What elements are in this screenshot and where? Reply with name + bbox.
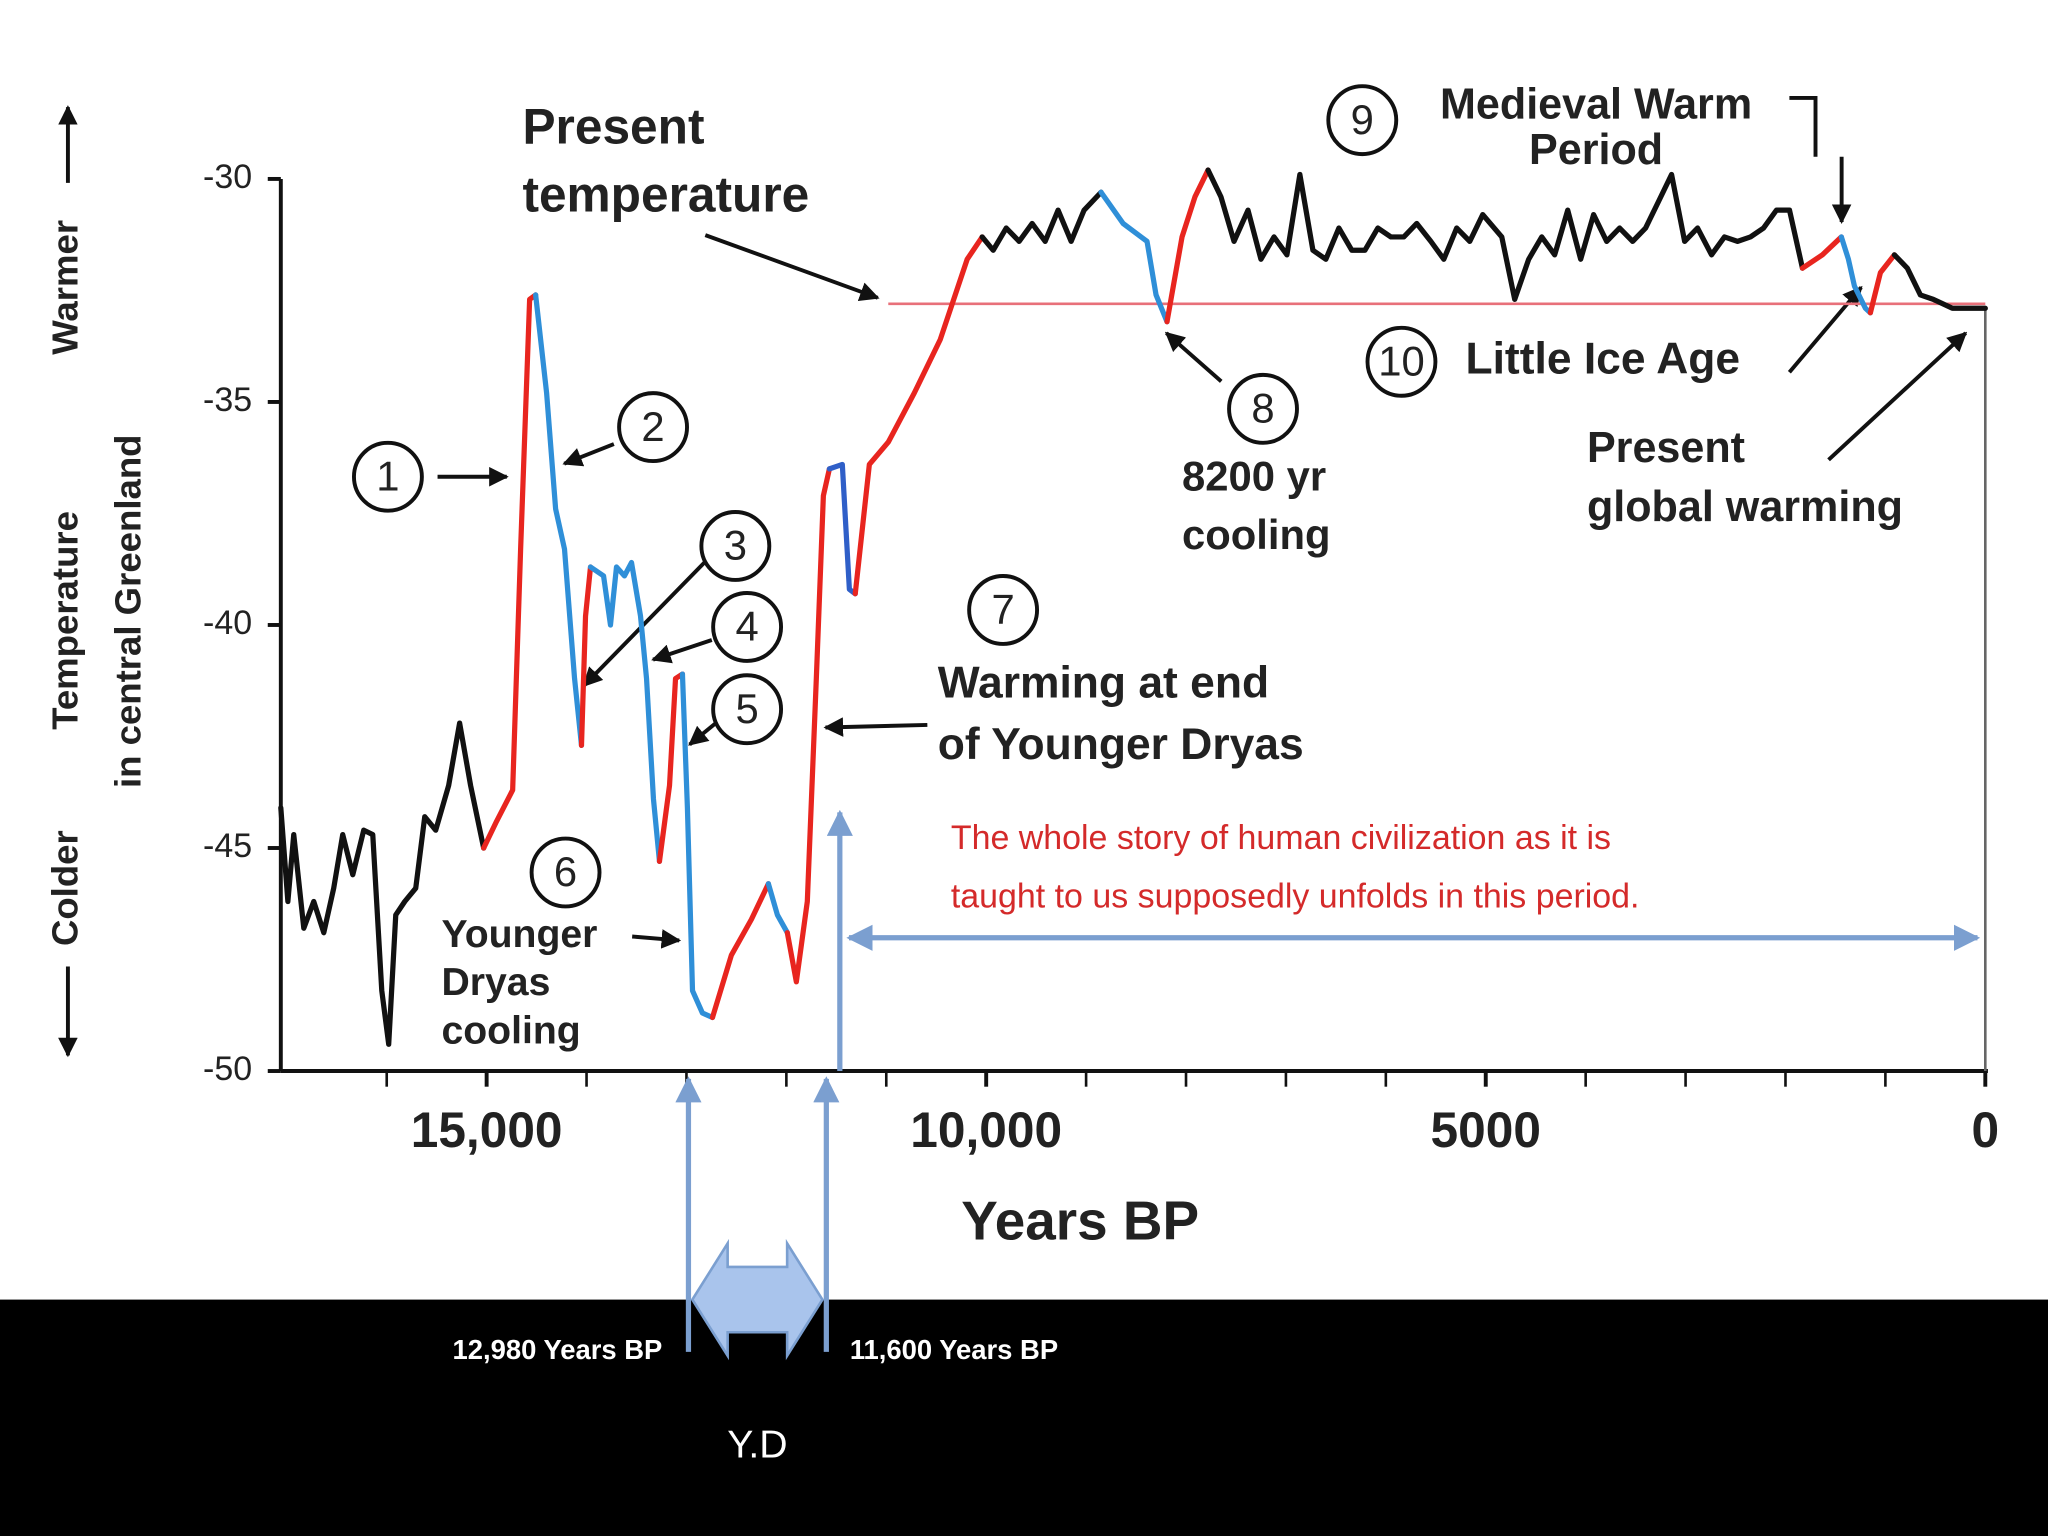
temperature-line xyxy=(481,292,539,851)
arrow xyxy=(1827,331,1968,462)
marker-number: 1 xyxy=(376,452,399,499)
y-tick-label: -45 xyxy=(203,827,252,865)
temperature-line xyxy=(709,881,772,1021)
marker-circle xyxy=(1365,325,1438,398)
temperature-line xyxy=(278,720,487,1047)
annotation: Medieval Warm xyxy=(1440,80,1752,128)
annotation: Present xyxy=(1587,424,1745,472)
x-tick-label: 10,000 xyxy=(910,1102,1062,1158)
marker-number: 5 xyxy=(735,685,758,732)
temperature-line xyxy=(784,466,832,985)
warmer-label: Warmer xyxy=(45,220,86,355)
annotation: cooling xyxy=(441,1009,580,1052)
marker-circle xyxy=(967,574,1040,646)
marker-number: 8 xyxy=(1251,384,1274,431)
arrow xyxy=(562,442,615,467)
temperature-line xyxy=(1867,252,1898,316)
bracket xyxy=(1789,95,1818,157)
marker-number: 6 xyxy=(554,848,577,895)
arrow xyxy=(704,233,880,301)
annotation: Little Ice Age xyxy=(1465,335,1740,384)
colder-label: Colder xyxy=(45,830,86,946)
arrow xyxy=(688,719,720,747)
arrow xyxy=(823,717,928,737)
annotation: Younger xyxy=(441,913,597,956)
marker-circle xyxy=(699,510,772,582)
temperature-line xyxy=(826,461,858,597)
temperature-line xyxy=(979,189,1104,253)
temperature-line xyxy=(765,881,790,936)
annotation: Warming at end xyxy=(938,658,1269,707)
y-tick-label: -30 xyxy=(203,158,252,196)
arrow xyxy=(632,929,682,949)
marker-number: 4 xyxy=(735,603,758,650)
marker-circle xyxy=(617,391,689,464)
yd-start-label: 12,980 Years BP xyxy=(453,1334,663,1365)
temperature-line xyxy=(578,564,594,749)
marker-circle xyxy=(529,836,602,909)
x-tick-label: 0 xyxy=(1972,1102,2000,1158)
marker-circle xyxy=(1326,84,1399,157)
yd-label: Y.D xyxy=(727,1424,787,1467)
y-tick-label: -40 xyxy=(203,604,252,642)
annotation: Period xyxy=(1529,126,1663,174)
temperature-line xyxy=(852,234,985,597)
marker-number: 3 xyxy=(724,522,747,569)
y-tick-label: -35 xyxy=(203,381,252,419)
pointer-arrows xyxy=(437,95,1968,949)
marker-number: 10 xyxy=(1378,337,1424,384)
period-arrows xyxy=(826,809,1981,1072)
y-axis-title: in central Greenland xyxy=(107,434,148,788)
arrow xyxy=(1787,285,1863,374)
arrow xyxy=(651,638,713,664)
marker-number: 9 xyxy=(1351,96,1374,143)
temperature-line xyxy=(1891,252,1988,311)
marker-circle xyxy=(711,591,784,663)
temperature-line xyxy=(656,671,686,864)
temperature-line xyxy=(1164,167,1211,325)
x-axis-title: Years BP xyxy=(961,1190,1199,1252)
arrow xyxy=(582,560,707,688)
marker-circle xyxy=(1227,372,1299,445)
note: The whole story of human civilization as… xyxy=(951,819,1611,857)
yd-block-arrow xyxy=(690,1238,824,1361)
temperature-line xyxy=(533,292,585,749)
marker-number: 7 xyxy=(991,586,1014,633)
yd-end-label: 11,600 Years BP xyxy=(850,1334,1058,1365)
x-tick-label: 15,000 xyxy=(411,1102,563,1158)
annotation: cooling xyxy=(1182,511,1331,558)
temperature-line xyxy=(1799,234,1844,271)
temperature-line xyxy=(1205,167,1806,302)
annotation: global warming xyxy=(1587,483,1903,531)
x-tick-label: 5000 xyxy=(1431,1102,1541,1158)
temperature-line xyxy=(679,671,716,1021)
annotation: Dryas xyxy=(441,961,550,1004)
temperature-line xyxy=(587,559,663,864)
y-tick-label: -50 xyxy=(203,1050,252,1088)
annotation: 8200 yr xyxy=(1182,452,1326,499)
annotation: of Younger Dryas xyxy=(938,720,1304,769)
marker-circle xyxy=(711,673,784,746)
annotation: Present xyxy=(522,99,704,155)
y-axis-title: Temperature xyxy=(45,511,86,730)
temperature-line xyxy=(1098,189,1170,325)
marker-number: 2 xyxy=(641,403,664,450)
annotation: temperature xyxy=(522,167,809,223)
arrow xyxy=(1164,331,1223,383)
marker-circle xyxy=(351,440,424,513)
temperature-line xyxy=(1838,234,1873,316)
note: taught to us supposedly unfolds in this … xyxy=(951,878,1640,916)
black-band xyxy=(0,1299,2048,1536)
